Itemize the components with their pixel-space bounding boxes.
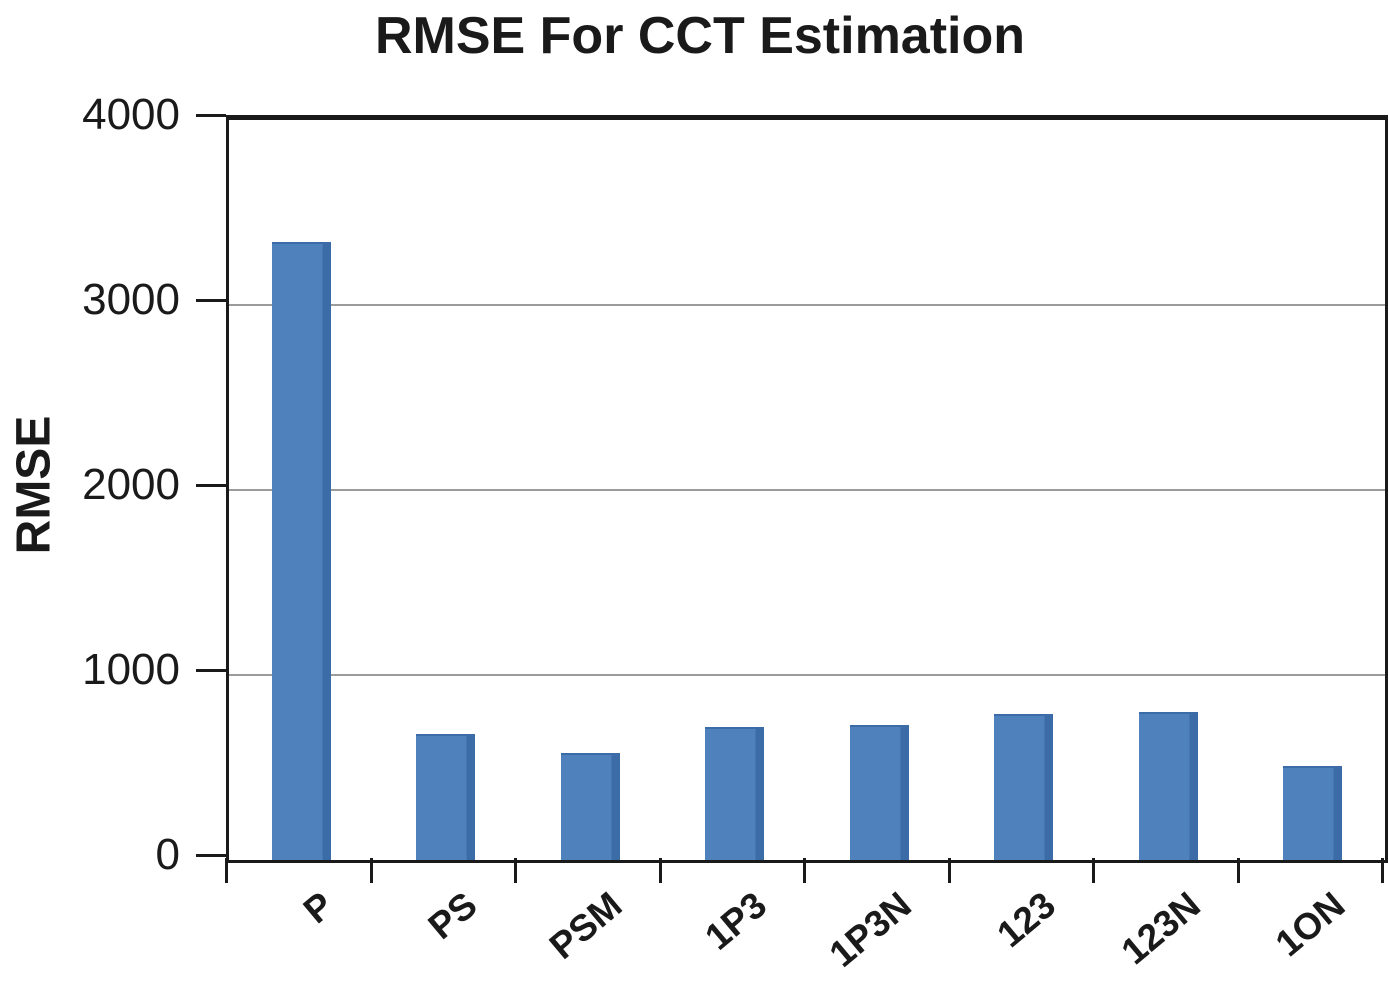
- y-tick-mark-4000: [196, 114, 226, 117]
- x-tick-mark-2: [514, 858, 517, 883]
- bar-1ON: [1283, 765, 1343, 860]
- bar-1P3: [705, 726, 765, 860]
- x-tick-label-P: P: [295, 884, 341, 932]
- y-tick-label-3000: 3000: [82, 275, 180, 324]
- y-tick-mark-3000: [196, 299, 226, 302]
- x-tick-mark-6: [1092, 858, 1095, 883]
- x-tick-label-123N: 123N: [1113, 884, 1208, 973]
- x-tick-label-PS: PS: [420, 884, 486, 948]
- x-tick-mark-5: [947, 858, 951, 883]
- bar-123: [994, 713, 1054, 860]
- plot-area: [226, 115, 1388, 863]
- x-tick-mark-8: [1381, 858, 1384, 883]
- y-tick-mark-1000: [196, 669, 226, 672]
- y-tick-label-4000: 4000: [82, 90, 180, 139]
- x-tick-label-1P3: 1P3: [697, 884, 775, 958]
- bar-1P3N: [849, 724, 909, 860]
- gridline-2000: [229, 489, 1385, 491]
- x-tick-mark-1: [369, 858, 373, 883]
- y-tick-label-0: 0: [155, 830, 180, 879]
- bar-P: [271, 242, 331, 860]
- gridline-1000: [229, 674, 1385, 676]
- bar-123N: [1138, 712, 1198, 860]
- x-tick-label-123: 123: [989, 884, 1064, 956]
- y-tick-label-2000: 2000: [82, 460, 180, 509]
- x-tick-mark-4: [803, 858, 806, 883]
- bar-PS: [416, 734, 476, 860]
- y-tick-mark-2000: [196, 484, 226, 487]
- bar-PSM: [560, 752, 620, 860]
- chart-title: RMSE For CCT Estimation: [374, 7, 1026, 65]
- gridline-3000: [229, 304, 1385, 306]
- y-tick-label-1000: 1000: [82, 645, 180, 694]
- y-tick-mark-0: [196, 854, 226, 857]
- x-tick-mark-0: [225, 858, 228, 883]
- x-tick-label-PSM: PSM: [541, 884, 630, 967]
- x-tick-mark-7: [1236, 858, 1240, 883]
- x-tick-label-1P3N: 1P3N: [821, 884, 919, 975]
- x-tick-mark-3: [658, 858, 662, 883]
- x-tick-label-1ON: 1ON: [1267, 884, 1353, 965]
